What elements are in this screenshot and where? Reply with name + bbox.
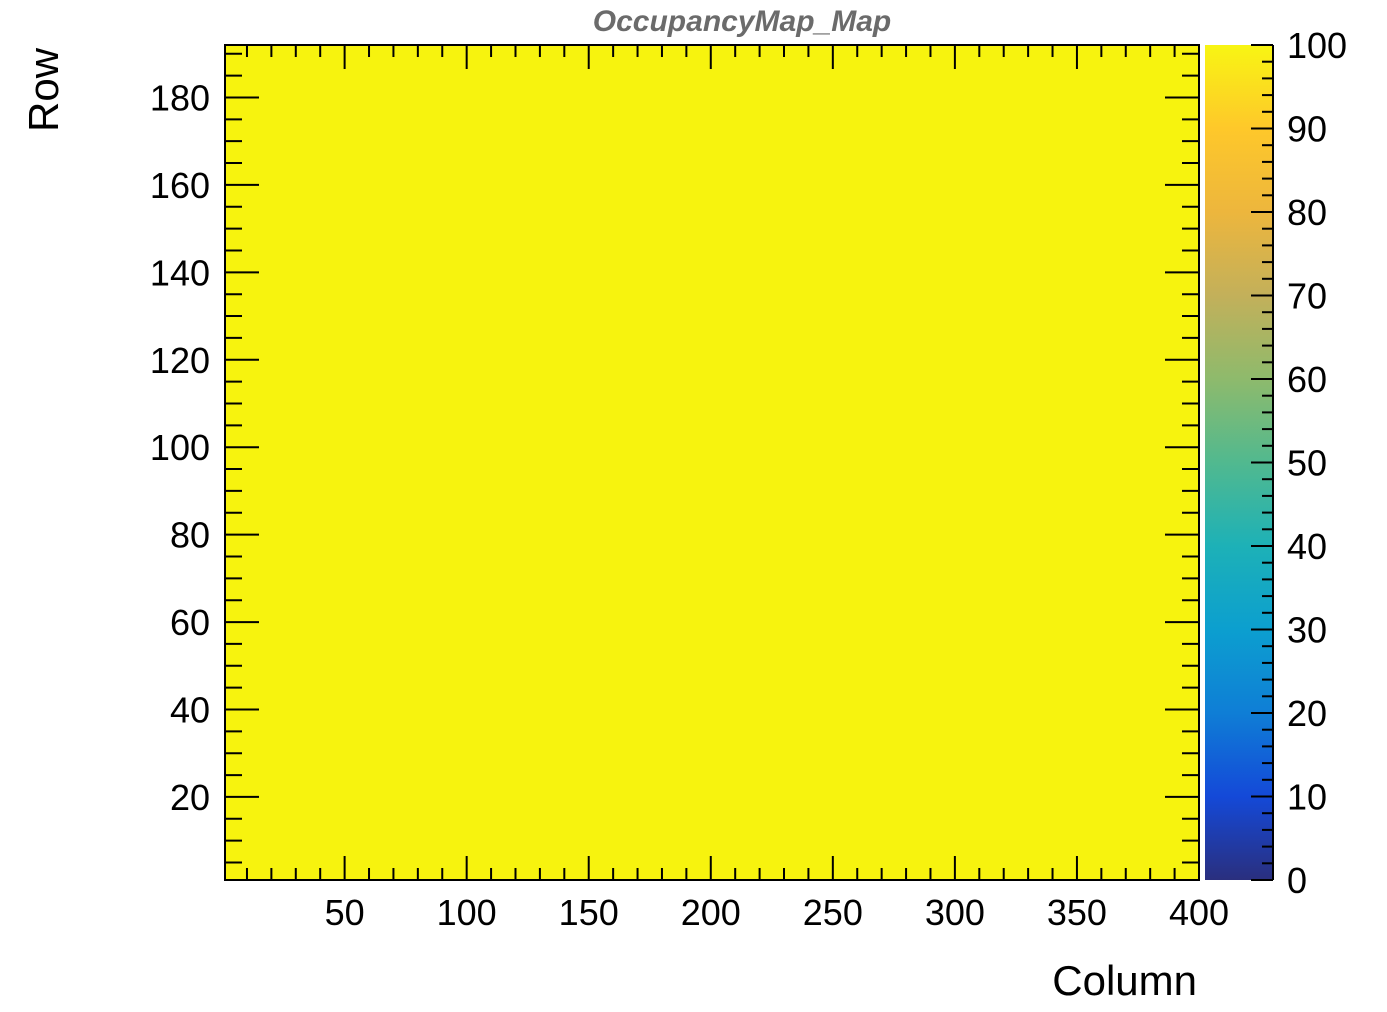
heatmap-cell [225, 45, 1199, 880]
x-tick-label: 250 [803, 892, 863, 933]
x-tick-label: 400 [1169, 892, 1229, 933]
palette-tick-label: 0 [1287, 860, 1307, 901]
y-tick-label: 80 [170, 515, 210, 556]
palette-tick-label: 100 [1287, 25, 1347, 66]
y-tick-label: 160 [150, 165, 210, 206]
palette-tick-label: 50 [1287, 443, 1327, 484]
palette-tick-label: 10 [1287, 777, 1327, 818]
y-tick-label: 180 [150, 77, 210, 118]
y-tick-label: 100 [150, 427, 210, 468]
plot-border [224, 44, 1200, 881]
x-tick-label: 100 [437, 892, 497, 933]
x-tick-label: 150 [559, 892, 619, 933]
y-axis: 20 40 60 80 100 120 140 160 180 [150, 52, 1199, 864]
x-tick-label: 300 [925, 892, 985, 933]
palette-tick-label: 70 [1287, 276, 1327, 317]
y-tick-label: 140 [150, 252, 210, 293]
x-axis-title: Column [1052, 957, 1197, 1004]
x-tick-label: 50 [325, 892, 365, 933]
palette-tick-label: 80 [1287, 192, 1327, 233]
plot-area [224, 44, 1200, 881]
palette-tick-label: 30 [1287, 610, 1327, 651]
x-axis: 50 100 150 200 250 300 350 400 [245, 45, 1229, 933]
y-tick-label: 40 [170, 690, 210, 731]
x-tick-label: 200 [681, 892, 741, 933]
color-palette: 0 10 20 30 40 50 60 70 80 90 100 [1205, 25, 1347, 901]
y-tick-label: 120 [150, 340, 210, 381]
chart-title: OccupancyMap_Map [593, 5, 891, 38]
palette-tick-label: 20 [1287, 693, 1327, 734]
palette-tick-label: 90 [1287, 109, 1327, 150]
y-tick-label: 20 [170, 777, 210, 818]
palette-tick-label: 40 [1287, 526, 1327, 567]
y-axis-title: Row [20, 47, 67, 132]
palette-tick-label: 60 [1287, 359, 1327, 400]
x-tick-label: 350 [1047, 892, 1107, 933]
y-tick-label: 60 [170, 602, 210, 643]
